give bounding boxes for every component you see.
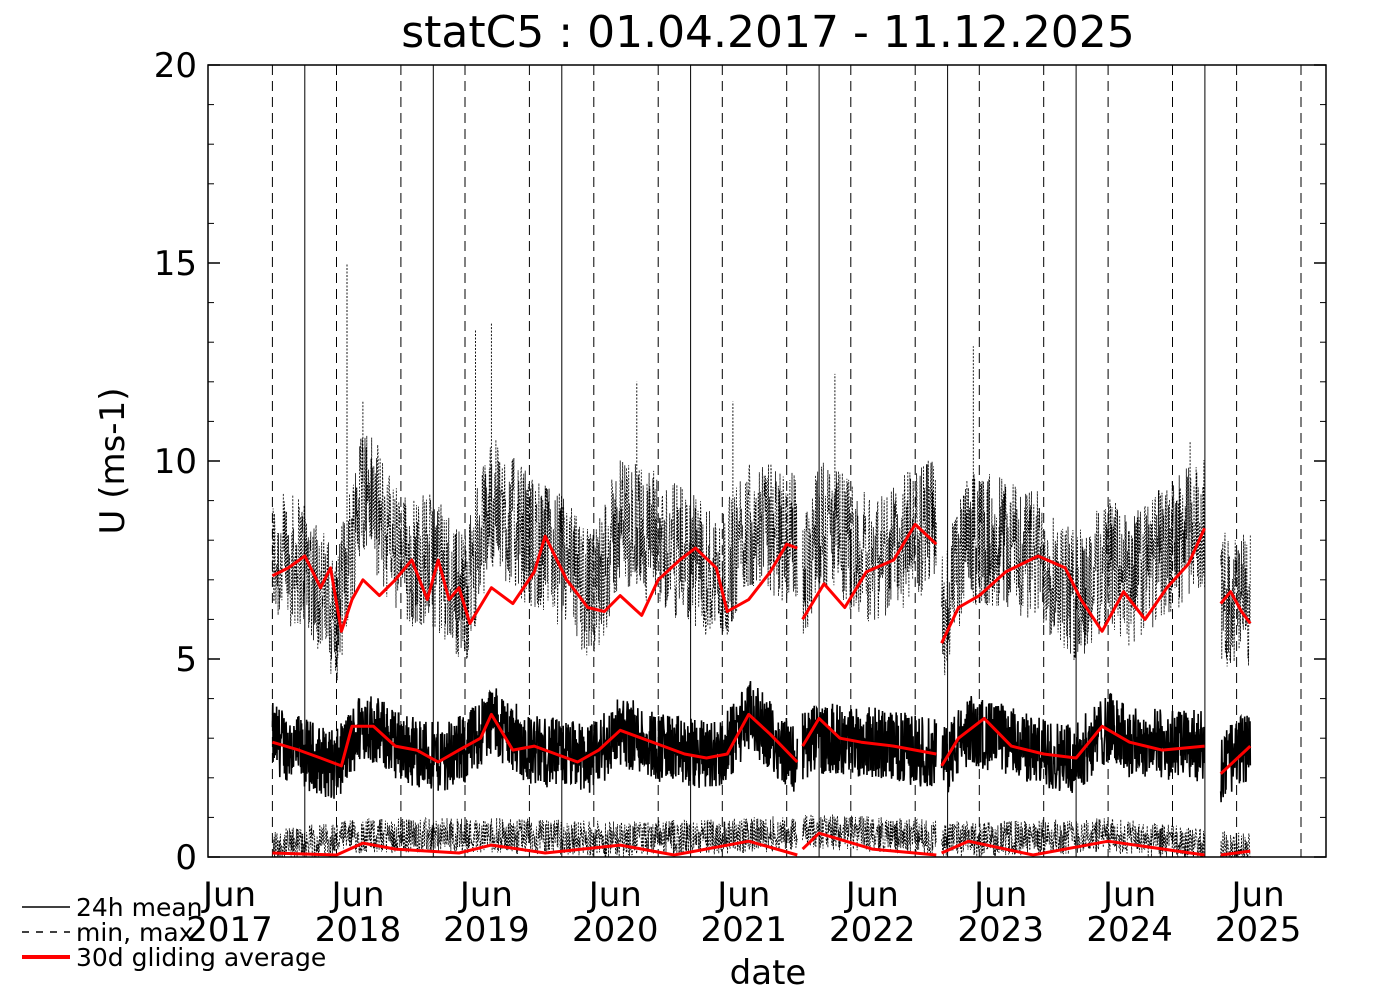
y-axis-label: U (ms-1) bbox=[93, 388, 133, 535]
daily-max-line bbox=[802, 460, 937, 634]
daily-min-line bbox=[272, 816, 798, 858]
y-axis-ticks: 0 5 10 15 20 bbox=[154, 46, 1326, 878]
gliding-average-mean-avg bbox=[940, 716, 1205, 767]
x-tick-year: 2023 bbox=[957, 910, 1044, 950]
y-tick-label: 5 bbox=[175, 640, 197, 680]
gliding-average-mean-avg bbox=[271, 712, 799, 768]
chart-title: statC5 : 01.04.2017 - 11.12.2025 bbox=[401, 7, 1135, 58]
daily-mean-series bbox=[271, 681, 1252, 803]
x-tick-month: Jun bbox=[1101, 875, 1156, 915]
daily-mean-line bbox=[940, 692, 1205, 793]
y-tick-label: 20 bbox=[154, 46, 197, 86]
daily-mean-line bbox=[801, 703, 938, 787]
gliding-average-min-avg bbox=[940, 839, 1205, 857]
x-tick-month: Jun bbox=[201, 875, 256, 915]
legend-mean-label: 24h mean bbox=[76, 893, 203, 922]
gliding-average-min-avg bbox=[272, 839, 798, 857]
daily-mean-line bbox=[1219, 713, 1252, 803]
x-tick-year: 2017 bbox=[186, 910, 273, 950]
x-tick-year: 2018 bbox=[315, 910, 402, 950]
legend: 24h mean min, max 30d gliding average bbox=[22, 893, 326, 972]
daily-max-line bbox=[1220, 532, 1251, 667]
x-tick-year: 2024 bbox=[1086, 910, 1173, 950]
x-tick-year: 2022 bbox=[829, 910, 916, 950]
x-tick-month: Jun bbox=[844, 875, 899, 915]
daily-mean-line bbox=[271, 681, 799, 799]
x-tick-year: 2019 bbox=[443, 910, 530, 950]
x-tick-month: Jun bbox=[715, 875, 770, 915]
min-max-series bbox=[272, 263, 1251, 859]
gliding-average-series bbox=[271, 522, 1252, 857]
x-tick-month: Jun bbox=[458, 875, 513, 915]
daily-max-line bbox=[941, 460, 1205, 676]
x-tick-year: 2025 bbox=[1215, 910, 1302, 950]
gliding-average-max-avg bbox=[1219, 590, 1252, 625]
daily-max-line bbox=[272, 435, 798, 681]
gliding-average-mean-avg bbox=[1219, 745, 1252, 775]
x-axis-label: date bbox=[730, 953, 807, 992]
x-tick-year: 2020 bbox=[572, 910, 659, 950]
gliding-average-max-avg bbox=[271, 534, 798, 633]
x-tick-month: Jun bbox=[1230, 875, 1285, 915]
x-axis-ticks: Jun2017Jun2018Jun2019Jun2020Jun2021Jun20… bbox=[186, 875, 1301, 950]
gliding-average-max-avg bbox=[940, 527, 1206, 644]
y-tick-label: 15 bbox=[154, 244, 197, 284]
legend-minmax-label: min, max bbox=[76, 918, 194, 947]
gliding-average-mean-avg bbox=[801, 716, 937, 756]
legend-average-label: 30d gliding average bbox=[76, 943, 326, 972]
x-tick-month: Jun bbox=[587, 875, 642, 915]
x-tick-year: 2021 bbox=[701, 910, 788, 950]
daily-min-line bbox=[941, 817, 1205, 858]
gliding-average-min-avg bbox=[1220, 849, 1251, 857]
gliding-average-min-avg bbox=[801, 831, 937, 857]
x-tick-month: Jun bbox=[329, 875, 384, 915]
y-tick-label: 10 bbox=[154, 442, 197, 482]
y-tick-label: 0 bbox=[175, 838, 197, 878]
gliding-average-max-avg bbox=[801, 522, 938, 621]
x-tick-month: Jun bbox=[972, 875, 1027, 915]
